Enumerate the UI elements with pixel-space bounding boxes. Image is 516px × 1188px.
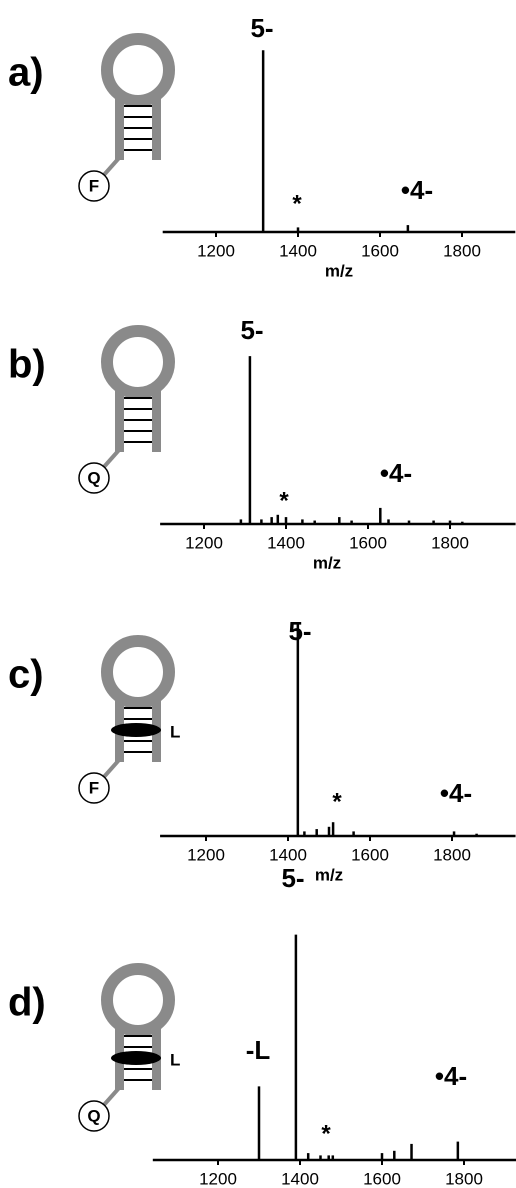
x-axis-label: m/z <box>325 261 353 280</box>
peak-annotation: 5- <box>250 13 273 43</box>
x-tick-label: 1800 <box>445 1169 483 1188</box>
tag-circle <box>78 772 110 804</box>
x-tick-label: 1200 <box>197 241 235 260</box>
ligand-label: L <box>170 1050 180 1069</box>
panel-label: b) <box>8 343 46 387</box>
peak-annotation: * <box>332 788 342 815</box>
tag-circle <box>78 170 110 202</box>
x-tick-label: 1600 <box>361 241 399 260</box>
peak-annotation: * <box>321 1120 331 1147</box>
panel: b) Q 1200 1400 1600 1800 m/z 5- * •4- <box>8 315 516 572</box>
x-tick-label: 1400 <box>279 241 317 260</box>
peak-annotation: •4- <box>435 1061 467 1091</box>
tag-label: Q <box>87 1106 100 1125</box>
hairpin-loop <box>101 325 175 399</box>
hairpin-loop <box>101 635 175 709</box>
x-axis-label: m/z <box>315 865 343 884</box>
stem-strand <box>152 384 161 452</box>
stem-strand <box>115 92 124 160</box>
hairpin-loop <box>101 963 175 1037</box>
ligand-label: L <box>170 722 180 741</box>
x-tick-label: 1800 <box>443 241 481 260</box>
x-tick-label: 1800 <box>433 845 471 864</box>
panel-label: a) <box>8 51 44 95</box>
panel-label: d) <box>8 981 46 1025</box>
peak-annotation: 5- <box>288 616 311 646</box>
tag-circle <box>78 1100 110 1132</box>
x-tick-label: 1600 <box>349 533 387 552</box>
panel-label: c) <box>8 653 44 697</box>
peak-annotation: •4- <box>380 458 412 488</box>
x-axis-label: m/z <box>313 553 341 572</box>
x-tick-label: 1400 <box>269 845 307 864</box>
stem-strand <box>115 384 124 452</box>
linker <box>101 1086 121 1108</box>
peak-annotation: 5- <box>240 315 263 345</box>
x-tick-label: 1200 <box>187 845 225 864</box>
panel: c) F L 1200 1400 1600 1800 m/z 5- * •4- <box>8 616 516 884</box>
panel: d) Q L 1200 1400 1600 1800 m/z -L 5- * •4- <box>8 863 516 1188</box>
peak-annotation: -L <box>246 1035 271 1065</box>
peak-annotation: •4- <box>401 175 433 205</box>
peak-annotation: •4- <box>440 778 472 808</box>
peak-annotation: * <box>279 487 289 514</box>
tag-circle <box>78 462 110 494</box>
tag-label: F <box>89 176 99 195</box>
linker <box>101 448 121 470</box>
tag-label: Q <box>87 468 100 487</box>
ligand <box>111 723 161 737</box>
stem-strand <box>152 92 161 160</box>
tag-label: F <box>89 778 99 797</box>
x-tick-label: 1200 <box>199 1169 237 1188</box>
peak-annotation: * <box>292 190 302 217</box>
x-tick-label: 1600 <box>363 1169 401 1188</box>
linker <box>101 758 121 780</box>
x-tick-label: 1200 <box>185 533 223 552</box>
linker <box>101 156 121 178</box>
hairpin-loop <box>101 33 175 107</box>
x-tick-label: 1400 <box>281 1169 319 1188</box>
peak-annotation: 5- <box>281 863 304 893</box>
x-tick-label: 1800 <box>431 533 469 552</box>
x-tick-label: 1400 <box>267 533 305 552</box>
ligand <box>111 1051 161 1065</box>
x-tick-label: 1600 <box>351 845 389 864</box>
panel: a) F 1200 1400 1600 1800 m/z 5- * •4- <box>8 13 516 280</box>
